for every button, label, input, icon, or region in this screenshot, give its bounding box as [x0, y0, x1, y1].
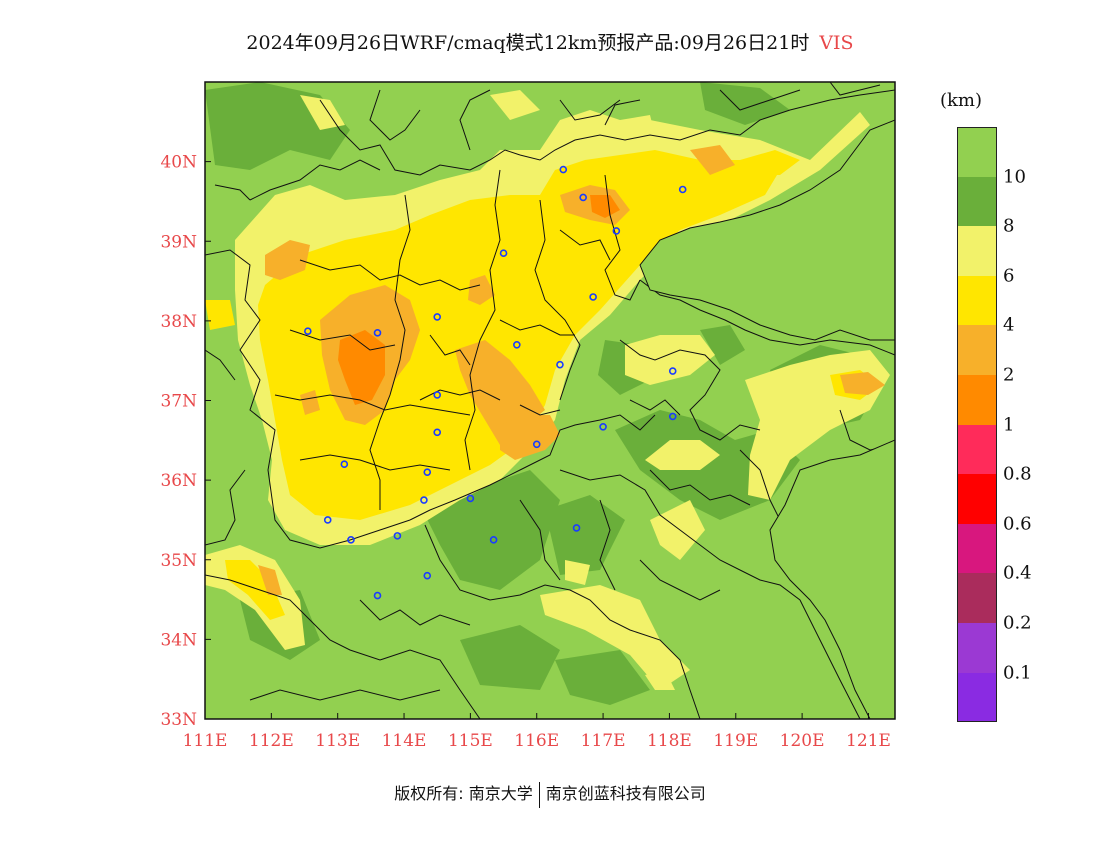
colorbar-label: 2	[1003, 364, 1015, 386]
colorbar-swatch	[957, 424, 997, 475]
colorbar-label: 4	[1003, 314, 1015, 336]
vis-zone-1to2	[338, 195, 620, 405]
colorbar-label: 0.8	[1003, 463, 1032, 485]
colorbar-label: 6	[1003, 265, 1015, 287]
footer-right: 南京创蓝科技有限公司	[545, 784, 706, 803]
lon-tick-label: 112E	[249, 731, 294, 751]
lat-tick-label: 38N	[160, 312, 197, 332]
title-text: 2024年09月26日WRF/cmaq模式12km预报产品:09月26日21时	[246, 32, 810, 54]
colorbar-label: 0.2	[1003, 612, 1032, 634]
lat-tick-label: 40N	[160, 153, 197, 173]
title-variable: VIS	[819, 32, 854, 54]
city-marker	[589, 293, 597, 301]
colorbar-label: 1	[1003, 414, 1015, 436]
lon-tick-label: 120E	[780, 731, 825, 751]
lon-tick-label: 121E	[846, 731, 891, 751]
colorbar-label: 8	[1003, 215, 1015, 237]
vis-zone-2to4	[258, 145, 885, 595]
colorbar-swatch	[957, 176, 997, 227]
colorbar-swatch	[957, 622, 997, 673]
city-marker	[572, 524, 581, 532]
city-marker	[304, 327, 312, 336]
city-marker	[499, 249, 508, 257]
city-marker	[489, 536, 498, 544]
legend-unit: (km)	[940, 90, 983, 111]
colorbar-swatch	[957, 474, 997, 524]
city-marker	[433, 428, 442, 437]
city-marker	[678, 185, 687, 194]
city-marker	[579, 193, 587, 202]
lon-tick-label: 119E	[713, 731, 758, 751]
colorbar-swatch	[957, 523, 997, 574]
admin-boundaries	[205, 82, 895, 719]
colorbar-swatch	[957, 127, 997, 177]
colorbar-swatch	[957, 374, 997, 425]
city-marker	[668, 412, 677, 421]
city-marker	[323, 516, 332, 524]
lon-tick-label: 116E	[514, 731, 559, 751]
lon-tick-label: 114E	[382, 731, 427, 751]
colorbar-swatch	[957, 325, 997, 375]
footer: 版权所有: 南京大学 南京创蓝科技有限公司	[0, 780, 1100, 808]
lat-tick-label: 37N	[160, 392, 197, 412]
colorbar-label: 0.6	[1003, 513, 1032, 535]
city-marker	[599, 422, 607, 431]
city-marker	[556, 360, 564, 369]
city-marker	[612, 227, 621, 235]
city-marker	[373, 329, 382, 337]
vis-zone-4to6	[205, 150, 880, 620]
city-marker	[513, 340, 521, 349]
city-marker	[393, 532, 402, 540]
city-marker	[668, 367, 677, 375]
map-title: 2024年09月26日WRF/cmaq模式12km预报产品:09月26日21时 V…	[0, 28, 1100, 55]
lon-tick-label: 115E	[448, 731, 493, 751]
city-marker	[466, 494, 475, 503]
colorbar-swatch	[957, 275, 997, 326]
city-marker	[423, 468, 432, 476]
colorbar-label: 10	[1003, 166, 1026, 188]
colorbar	[957, 127, 997, 723]
colorbar-swatch	[957, 573, 997, 623]
lat-tick-label: 33N	[160, 710, 197, 730]
city-markers	[304, 165, 687, 600]
colorbar-swatch	[957, 226, 997, 276]
lat-tick-label: 39N	[160, 232, 197, 252]
city-marker	[423, 571, 432, 580]
city-marker	[433, 313, 442, 321]
lat-tick-label: 35N	[160, 551, 197, 571]
lon-tick-label: 118E	[647, 731, 692, 751]
city-marker	[559, 165, 568, 174]
city-marker	[420, 496, 428, 504]
city-marker	[433, 391, 442, 399]
lon-tick-label: 113E	[315, 731, 360, 751]
city-marker	[347, 536, 355, 544]
lat-tick-label: 34N	[160, 630, 197, 650]
tick-marks	[204, 161, 869, 720]
lon-tick-label: 117E	[581, 731, 626, 751]
city-marker	[532, 440, 541, 449]
colorbar-swatch	[957, 672, 997, 723]
lat-tick-label: 36N	[160, 471, 197, 491]
tick-labels: 111E 112E 113E 114E 115E 116E 117E 118E 119E 120E…	[160, 153, 890, 751]
coastline	[639, 119, 895, 719]
city-marker	[373, 591, 382, 600]
colorbar-label: 0.1	[1003, 662, 1032, 684]
footer-separator	[538, 781, 540, 808]
lon-tick-label: 111E	[183, 731, 228, 751]
city-marker	[340, 460, 349, 469]
colorbar-label: 0.4	[1003, 562, 1032, 584]
footer-left: 版权所有: 南京大学	[394, 784, 533, 803]
